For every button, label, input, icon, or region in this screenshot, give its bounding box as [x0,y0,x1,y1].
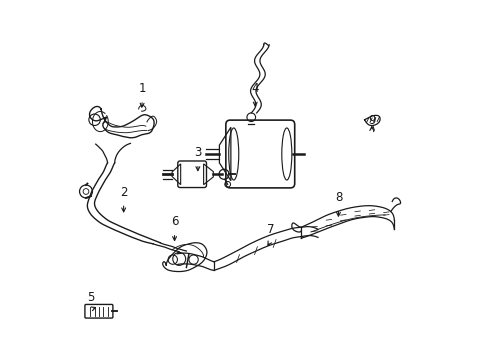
Text: 2: 2 [120,186,127,199]
Text: 4: 4 [251,82,259,95]
Text: 7: 7 [266,223,273,236]
Text: 5: 5 [87,292,95,305]
Text: 6: 6 [170,215,178,228]
Text: 3: 3 [194,146,201,159]
Text: 1: 1 [138,82,146,95]
Text: 8: 8 [334,191,342,204]
Text: 9: 9 [367,114,375,127]
